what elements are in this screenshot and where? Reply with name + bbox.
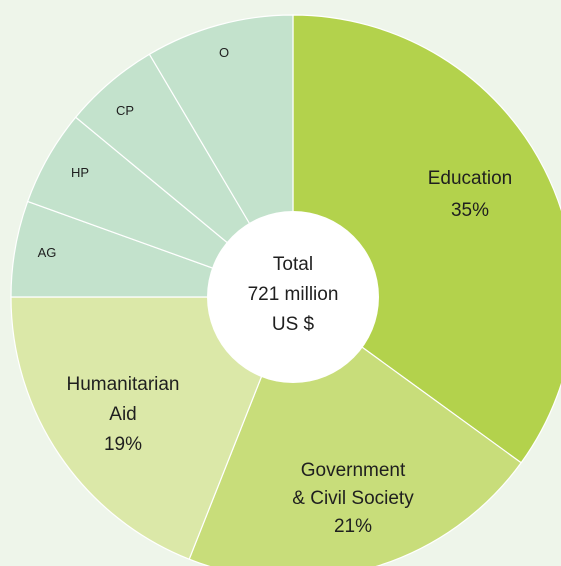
slice-label-cp: CP bbox=[116, 103, 134, 118]
slice-label-humanitarian-aid: Humanitarian Aid 19% bbox=[67, 374, 180, 455]
donut-center-hole bbox=[207, 211, 379, 383]
slice-label-education: Education 35% bbox=[428, 168, 513, 221]
pie-slice-education bbox=[292, 14, 561, 464]
center-total-label: Total 721 million US $ bbox=[248, 254, 339, 335]
slice-label-ag: AG bbox=[38, 245, 57, 260]
slice-label-hp: HP bbox=[71, 165, 89, 180]
slice-label-o: O bbox=[219, 45, 229, 60]
pie-slice-humanitarian-aid bbox=[10, 296, 294, 560]
slice-label-government-civil-society: Government & Civil Society 21% bbox=[292, 460, 414, 537]
